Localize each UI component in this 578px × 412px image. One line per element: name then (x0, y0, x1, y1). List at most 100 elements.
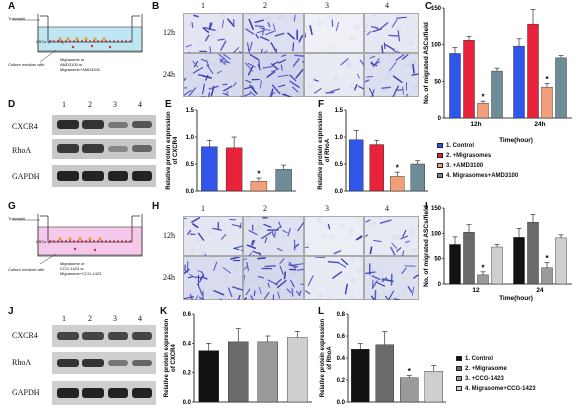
migrated-cell (208, 22, 213, 31)
migrated-cell (282, 229, 288, 234)
migrated-cell (392, 75, 403, 84)
migrated-cell (371, 275, 381, 281)
migrated-cell (247, 42, 250, 52)
membrane-pore (220, 14, 225, 19)
migrated-cell (361, 79, 370, 84)
migrated-cell (257, 257, 266, 260)
swatch-lightgray (456, 386, 462, 391)
y-tick-label: 150 (431, 206, 442, 212)
membrane-pore (217, 295, 222, 300)
migrated-cell (195, 276, 202, 279)
chart-k: 0.0 0.2 0.4 0.6 Relative protein expression o… (164, 312, 312, 406)
swatch-red (437, 153, 443, 158)
bar (228, 341, 249, 403)
micrograph-cell (179, 53, 246, 101)
membrane-pore (306, 25, 311, 30)
migrated-cell (369, 55, 376, 59)
migrated-cell (258, 59, 261, 70)
migrated-cell (270, 42, 277, 53)
membrane-pore (298, 215, 303, 220)
membrane-pore (323, 89, 328, 94)
bar (369, 144, 384, 192)
membrane-pore (208, 31, 213, 36)
membrane-pore (197, 237, 202, 242)
migrated-cell (231, 224, 242, 228)
legend-label: 1. Control (446, 143, 474, 149)
membrane-pore (328, 296, 333, 301)
bar (463, 40, 475, 119)
migrated-cell (265, 30, 275, 36)
membrane-pore (364, 24, 369, 29)
migrated-cell (195, 295, 199, 301)
chart-e: 0.0 0.5 1.0 1.5 Relative protein expression o… (166, 108, 296, 195)
transwell-label: Transwell (8, 16, 25, 21)
migrated-cell (232, 47, 240, 55)
migrated-cell (183, 296, 195, 300)
micro-row-24h: 24h (163, 70, 175, 79)
legend-label: 3. +CCG-1423 (465, 376, 504, 382)
membrane-pore (267, 56, 272, 61)
micrograph-cell (178, 216, 252, 264)
migrated-cell (270, 63, 278, 70)
y-tick-label: 0.6 (183, 312, 192, 318)
migrated-cell (272, 61, 279, 66)
membrane-pore (279, 15, 284, 20)
migrated-cell (407, 286, 413, 293)
micro-col-1: 1 (201, 1, 205, 10)
migrated-cell (199, 274, 204, 281)
migrated-cell (381, 45, 384, 55)
blot-lane-3: 3 (113, 100, 117, 109)
migrated-cell (298, 290, 302, 297)
migrated-cell (386, 93, 396, 103)
migrated-cell (389, 61, 397, 71)
panel-label-e: E (165, 99, 172, 110)
migrated-cell (186, 229, 192, 235)
migrated-cell (279, 265, 284, 275)
bar (477, 103, 489, 119)
migrated-cell (402, 86, 404, 95)
micro-col-1: 1 (201, 204, 205, 213)
membrane-pore (249, 280, 254, 285)
bar (555, 237, 567, 285)
y-tick-label: 0.5 (186, 162, 195, 168)
bar (375, 344, 394, 403)
migrated-cell (240, 92, 251, 99)
y-axis-label: Relative protein expression (164, 318, 170, 397)
membrane-pore (304, 243, 309, 248)
panel-label-a: A (8, 1, 16, 12)
membrane-pore (355, 25, 360, 30)
migrated-cell (395, 54, 405, 61)
legend-item: 2. +Migrasomes (437, 153, 491, 159)
y-axis-label: No. of migrated ASCs/field (423, 205, 430, 287)
micrograph-grid-b: 1 2 3 4 12h 24h (163, 1, 419, 104)
bar (541, 86, 553, 119)
migrated-cell (385, 44, 395, 51)
migrated-cell (274, 230, 276, 238)
migrated-cell (413, 274, 419, 279)
migrated-cell (242, 86, 251, 90)
migrated-cell (290, 279, 295, 288)
legend-label: 2. +Migrasomes (446, 153, 492, 159)
blot-label-gapdh: GAPDH (12, 172, 40, 181)
membrane-pore (316, 215, 321, 220)
migrated-cell (272, 23, 276, 32)
membrane-pore (346, 61, 351, 66)
migrated-cell (213, 290, 225, 296)
migrated-cell (259, 36, 270, 42)
membrane-pore (329, 45, 334, 50)
migrated-cell (267, 22, 271, 28)
migrated-cell (288, 264, 298, 268)
y-tick-label: 0.2 (337, 378, 346, 384)
migrated-cell (266, 71, 276, 78)
legend-bottom: 1. Control 2. +Migrasome 3. +CCG-1423 4.… (456, 356, 578, 410)
migrated-cell (255, 33, 259, 39)
migrated-cell (249, 53, 260, 61)
micrograph-cell (240, 53, 307, 104)
migrated-cell (332, 271, 343, 279)
migrated-cell (404, 93, 409, 99)
y-tick-label: 0.4 (183, 341, 192, 347)
swatch-blue (437, 143, 443, 148)
micrograph-cell (183, 13, 247, 64)
migrated-cell (298, 34, 304, 43)
migrated-cell (254, 25, 264, 28)
